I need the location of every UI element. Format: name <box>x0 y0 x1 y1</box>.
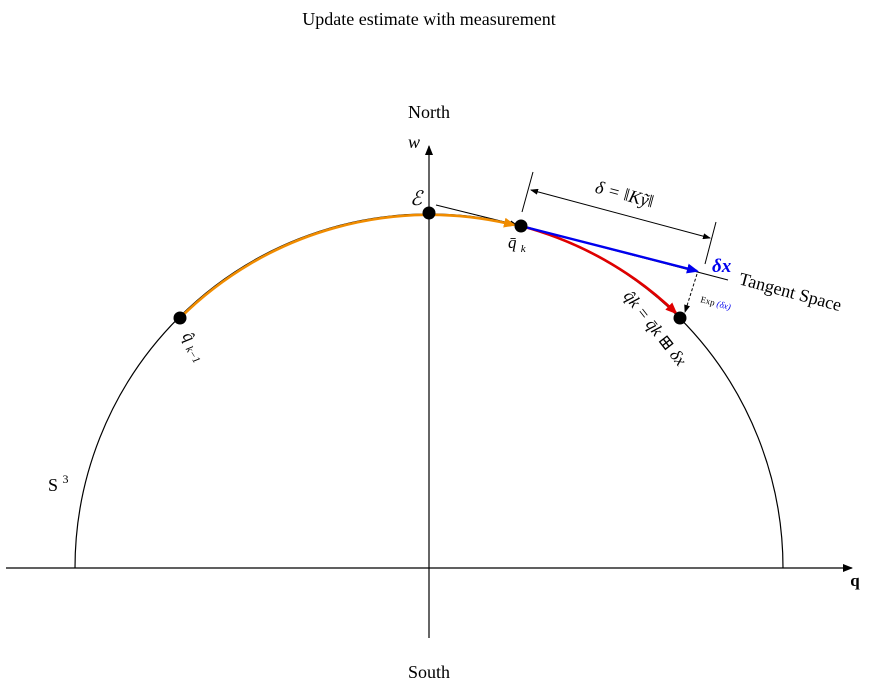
diagram-title: Update estimate with measurement <box>302 9 555 29</box>
q-axis-label: q <box>850 571 860 590</box>
delta-x-label: δx <box>712 256 732 277</box>
exp-map-arrow <box>684 273 698 313</box>
delta-norm-label: δ = ‖Kỹ‖ <box>593 177 656 212</box>
prev-estimate-label-sub: k−1 <box>183 344 203 365</box>
update-arc <box>520 224 678 315</box>
sphere-label-base: S <box>48 475 58 495</box>
sphere-label: S 3 <box>48 472 69 495</box>
predicted-label-base: q̄ <box>508 233 517 252</box>
north-label: North <box>408 102 450 122</box>
prev-estimate-point <box>173 311 187 325</box>
exp-map-label-arg: (δx) <box>716 299 732 312</box>
origin-point <box>422 206 436 220</box>
sphere-label-sup: 3 <box>63 472 69 486</box>
updated-estimate-point <box>673 311 687 325</box>
origin-label: ℰ <box>410 188 424 210</box>
dimension-extension-left <box>521 171 534 213</box>
tangent-space-label: Tangent Space <box>737 269 844 316</box>
prediction-arc <box>179 213 516 319</box>
predicted-label-sub: k <box>521 243 527 255</box>
dimension-line <box>530 188 711 240</box>
dimension-extension-right <box>704 221 717 265</box>
exp-map-label-text: Exp <box>699 294 716 308</box>
prev-estimate-label: q̂ k−1 <box>176 328 211 366</box>
predicted-label: q̄ k <box>508 233 527 255</box>
delta-x-arrow <box>520 224 699 274</box>
predicted-point <box>514 219 528 233</box>
updated-estimate-label: q̂k = q̄k ⊞ δx <box>620 287 691 370</box>
w-axis-label: w <box>408 132 420 152</box>
exp-map-label: Exp (δx) <box>699 294 731 312</box>
south-label: South <box>408 662 450 682</box>
prev-estimate-label-base: q̂ <box>179 328 200 346</box>
